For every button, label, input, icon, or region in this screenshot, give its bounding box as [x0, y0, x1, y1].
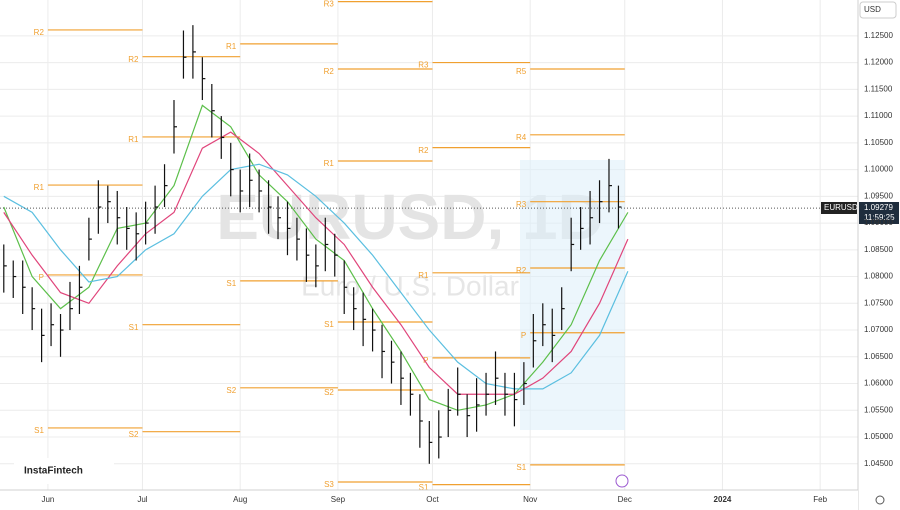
pivot-label: R4 [516, 133, 527, 142]
pivot-label: S1 [226, 279, 236, 288]
logo: InstaFintech [24, 466, 83, 477]
pivot-label: S1 [324, 320, 334, 329]
pivot-label: R2 [34, 28, 45, 37]
pivot-label: R1 [324, 159, 335, 168]
x-tick-label: Dec [618, 495, 632, 504]
symbol-label: EURUSD [824, 203, 858, 212]
pivot-label: P [521, 331, 526, 340]
y-tick-label: 1.11500 [864, 84, 893, 93]
y-tick-label: 1.10500 [864, 138, 893, 147]
y-tick-label: 1.05500 [864, 405, 893, 414]
y-tick-label: 1.12500 [864, 31, 893, 40]
y-tick-label: 1.08000 [864, 272, 893, 281]
pivot-label: R2 [324, 67, 335, 76]
x-tick-label: Feb [813, 495, 827, 504]
time-axis [0, 490, 858, 510]
countdown: 11:59:25 [864, 213, 895, 222]
pivot-label: R3 [516, 200, 527, 209]
settings-icon[interactable] [875, 495, 885, 505]
pivot-label: R3 [418, 61, 429, 70]
volume-profile-zone [520, 160, 625, 430]
x-tick-label: Sep [331, 495, 346, 504]
symbol-box [821, 202, 857, 214]
pivot-label: S3 [324, 480, 334, 489]
pivot-label: S1 [34, 426, 44, 435]
price-axis [858, 0, 900, 510]
x-tick-label: Jun [41, 495, 54, 504]
y-tick-label: 1.06500 [864, 352, 893, 361]
event-icon[interactable] [615, 474, 629, 488]
currency[interactable]: USD [864, 5, 881, 14]
y-tick-label: 1.08500 [864, 245, 893, 254]
pivot-label: S2 [129, 430, 139, 439]
y-tick-label: 1.06000 [864, 379, 893, 388]
y-tick-label: 1.10000 [864, 165, 893, 174]
y-tick-label: 1.09500 [864, 191, 893, 200]
marks-layer: R2 R1 P S1 R2 R1 S1 S2 R1 S1 S2 R3 R2 R1 S1 S2 S3 R3 R2 R1 P… [0, 0, 858, 492]
pivot-label: S1 [516, 463, 526, 472]
x-tick-label: Oct [426, 495, 439, 504]
y-tick-label: 1.09000 [864, 218, 893, 227]
pivot-label: R1 [34, 183, 45, 192]
pivot-label: R1 [418, 271, 429, 280]
pivot-label: R1 [226, 42, 237, 51]
pivot-label: R2 [128, 55, 139, 64]
x-tick-label: Jul [137, 495, 147, 504]
y-tick-label: 1.12000 [864, 58, 893, 67]
pivot-label: R2 [516, 266, 527, 275]
pivot-label: P [39, 273, 44, 282]
x-tick-label: 2024 [714, 495, 732, 504]
logo-box [14, 458, 114, 484]
pivot-label: S1 [419, 483, 429, 492]
y-tick-label: 1.11000 [864, 111, 893, 120]
y-tick-label: 1.05000 [864, 432, 893, 441]
x-tick-label: Nov [523, 495, 537, 504]
pivot-label: S2 [324, 388, 334, 397]
last-price-label: 1.09279 [864, 203, 893, 212]
watermark-subtitle: Euro / U.S. Dollar [301, 270, 519, 301]
x-tick-label: Aug [233, 495, 247, 504]
pivot-label: R2 [418, 146, 429, 155]
currency-button[interactable] [859, 1, 897, 19]
last-price-box [859, 202, 899, 224]
y-tick-label: 1.04500 [864, 459, 893, 468]
pivot-label: R1 [128, 135, 139, 144]
y-tick-label: 1.07500 [864, 298, 893, 307]
pivot-label: S2 [226, 386, 236, 395]
pivot-label: R5 [516, 67, 527, 76]
pivot-label: S1 [129, 323, 139, 332]
y-tick-label: 1.07000 [864, 325, 893, 334]
pivot-label: P [423, 356, 428, 365]
pivot-label: R3 [324, 0, 335, 9]
